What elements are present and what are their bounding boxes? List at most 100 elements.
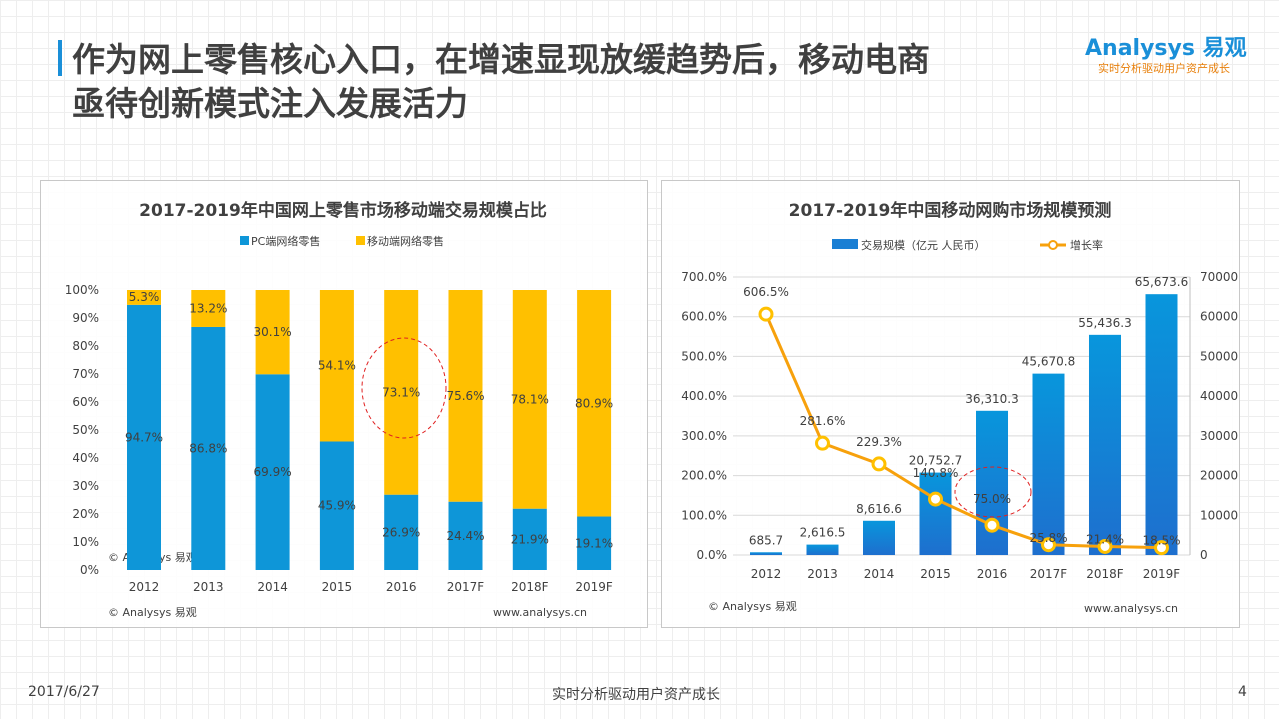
bar-pc	[384, 494, 419, 570]
data-label: 75.6%	[446, 389, 484, 403]
x-tick-label: 2016	[386, 580, 417, 594]
bar-mobile	[448, 290, 483, 502]
y-tick-label: 50%	[72, 423, 99, 437]
bar-pc	[448, 501, 483, 570]
page-title: 作为网上零售核心入口，在增速显现放缓趋势后，移动电商 亟待创新模式注入发展活力	[72, 38, 1072, 126]
x-tick-label: 2016	[977, 567, 1008, 581]
bar-pc	[512, 508, 547, 570]
y-tick-label: 70%	[72, 367, 99, 381]
growth-point	[1154, 540, 1169, 556]
bar-data-label: 2,616.5	[800, 526, 846, 540]
growth-label: 21.4%	[1086, 533, 1124, 547]
legend-swatch-volume	[832, 239, 858, 249]
data-label: 24.4%	[446, 529, 484, 543]
growth-label: 18.5%	[1142, 534, 1180, 548]
title-line-1: 作为网上零售核心入口，在增速显现放缓趋势后，移动电商	[72, 40, 930, 79]
bar-pc	[191, 326, 226, 570]
y-left-tick-label: 200.0%	[681, 469, 727, 483]
y-tick-label: 60%	[72, 395, 99, 409]
bar-volume	[750, 552, 782, 555]
y-tick-label: 20%	[72, 507, 99, 521]
growth-label: 606.5%	[743, 285, 789, 299]
data-label: 19.1%	[575, 536, 613, 550]
data-label: 54.1%	[318, 359, 356, 373]
page-number: 4	[1238, 684, 1247, 700]
x-tick-label: 2018F	[511, 580, 549, 594]
bar-volume	[976, 410, 1008, 555]
y-right-tick-label: 40000	[1200, 389, 1238, 403]
bar-volume	[1089, 334, 1121, 555]
y-right-tick-label: 10000	[1200, 508, 1238, 522]
data-label: 78.1%	[511, 392, 549, 406]
growth-point	[871, 456, 887, 472]
bar-data-label: 65,673.6	[1135, 275, 1188, 289]
y-tick-label: 80%	[72, 339, 99, 353]
y-left-tick-label: 500.0%	[681, 349, 727, 363]
y-tick-label: 10%	[72, 535, 99, 549]
bar-mobile	[255, 290, 290, 375]
x-tick-label: 2017F	[447, 580, 485, 594]
footer-date: 2017/6/27	[28, 684, 100, 700]
x-tick-label: 2012	[129, 580, 160, 594]
y-left-tick-label: 300.0%	[681, 429, 727, 443]
x-tick-label: 2015	[920, 567, 951, 581]
left-source-footer: © Analysys 易观	[108, 606, 197, 619]
highlight-circle-left	[361, 337, 447, 439]
left-chart-title: 2017-2019年中国网上零售市场移动端交易规模占比	[139, 200, 547, 221]
bar-mobile	[577, 290, 612, 517]
y-left-tick-label: 600.0%	[681, 310, 727, 324]
y-left-tick-label: 400.0%	[681, 389, 727, 403]
x-tick-label: 2019F	[1143, 567, 1181, 581]
data-label: 69.9%	[254, 465, 292, 479]
data-label: 73.1%	[382, 385, 420, 399]
footer-slogan: 实时分析驱动用户资产成长	[552, 687, 720, 703]
growth-point	[758, 306, 774, 322]
data-label: 30.1%	[254, 325, 292, 339]
data-label: 45.9%	[318, 499, 356, 513]
growth-point	[1041, 537, 1056, 553]
legend-swatch-pc	[240, 236, 249, 245]
bar-mobile	[512, 290, 547, 509]
x-tick-label: 2018F	[1086, 567, 1124, 581]
title-line-2: 亟待创新模式注入发展活力	[72, 84, 468, 123]
x-tick-label: 2019F	[575, 580, 613, 594]
legend-marker-growth	[1048, 240, 1058, 250]
x-tick-label: 2013	[807, 567, 838, 581]
growth-line	[764, 313, 1162, 550]
x-tick-label: 2014	[257, 580, 288, 594]
legend-growth: 增长率	[1070, 238, 1103, 252]
bar-volume	[1145, 294, 1178, 555]
bar-volume	[1032, 373, 1065, 555]
data-label: 13.2%	[189, 301, 227, 315]
data-label: 21.9%	[511, 532, 549, 546]
right-source: © Analysys 易观	[708, 600, 797, 613]
x-tick-label: 2015	[322, 580, 353, 594]
bar-volume	[863, 520, 895, 555]
bar-volume	[919, 472, 952, 555]
bar-data-label: 20,752.7	[909, 454, 962, 468]
bar-data-label: 36,310.3	[965, 392, 1018, 406]
legend-volume: 交易规模（亿元 人民币）	[861, 238, 986, 252]
right-chart-title: 2017-2019年中国移动网购市场规模预测	[789, 200, 1112, 221]
bar-data-label: 55,436.3	[1078, 316, 1131, 330]
bar-data-label: 45,670.8	[1022, 355, 1075, 369]
y-tick-label: 90%	[72, 311, 99, 325]
highlight-circle-right	[954, 466, 1032, 518]
growth-label: 25.8%	[1029, 531, 1067, 545]
bar-data-label: 8,616.6	[856, 502, 902, 516]
logo: Analysys 易观	[1085, 36, 1247, 61]
y-right-tick-label: 50000	[1200, 349, 1238, 363]
growth-label: 140.8%	[913, 466, 959, 480]
growth-point	[984, 517, 1000, 533]
growth-point	[1097, 539, 1113, 555]
data-label: 26.9%	[382, 525, 420, 539]
growth-point	[815, 435, 830, 451]
data-label: 86.8%	[189, 441, 227, 455]
y-right-tick-label: 70000	[1200, 270, 1238, 284]
y-left-tick-label: 100.0%	[681, 508, 727, 522]
y-right-tick-label: 60000	[1200, 310, 1238, 324]
legend-mobile: 移动端网络零售	[367, 234, 444, 248]
data-label: 5.3%	[129, 290, 160, 304]
y-right-tick-label: 0	[1200, 548, 1208, 562]
